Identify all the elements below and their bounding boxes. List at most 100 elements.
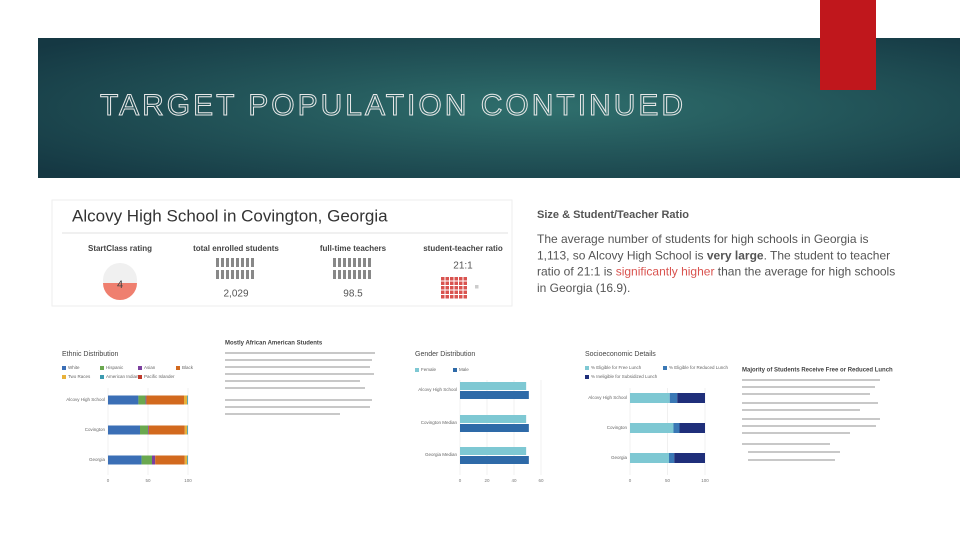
ratio-segment: very large [707, 248, 764, 262]
person-icon [216, 270, 219, 279]
bar-segment [184, 455, 188, 465]
ratio-line: 1,113, so Alcovy High School is very lar… [537, 248, 890, 262]
person-icon [343, 258, 346, 267]
stats: StartClass rating 4 total enrolled student… [88, 244, 503, 300]
legend-swatch [415, 368, 419, 372]
ratio-text: The average number of students for high … [537, 232, 895, 295]
bar-segment [108, 455, 142, 465]
person-icon [241, 258, 244, 267]
bar-segment [630, 393, 670, 403]
chart-title: Ethnic Distribution [62, 351, 119, 358]
stat-value: 98.5 [343, 289, 363, 300]
person-icon [348, 270, 351, 279]
legend-label: Pacific Islander [144, 374, 175, 379]
legend-label: White [68, 365, 80, 370]
category-label: Covington [85, 427, 106, 432]
legend-swatch [138, 366, 142, 370]
category-label: Alcovy High School [66, 397, 105, 402]
ratio-segment: in Georgia (16.9). [537, 281, 630, 295]
ratio-square [450, 281, 454, 285]
ratio-square [463, 286, 467, 290]
header-band [38, 38, 960, 178]
ratio-segment: significantly higher [616, 265, 715, 279]
x-tick-label: 0 [107, 478, 110, 483]
legend-label: Female [421, 367, 437, 372]
person-icon [338, 258, 341, 267]
bar [460, 382, 527, 390]
accent-block [820, 0, 876, 90]
stat-label: full-time teachers [320, 244, 387, 253]
legend-swatch [453, 368, 457, 372]
legend-label: % Eligible for Free Lunch [591, 365, 642, 370]
category-label: Georgia Median [425, 452, 458, 457]
stat-value: 21:1 [453, 261, 473, 272]
person-icon [338, 270, 341, 279]
bar-segment [148, 425, 149, 435]
person-icon [358, 258, 361, 267]
bar-segment [187, 395, 188, 405]
ratio-square [441, 295, 445, 299]
person-icon [353, 270, 356, 279]
category-label: Covington Median [421, 420, 458, 425]
ratio-square [441, 277, 445, 281]
ratio-line: in Georgia (16.9). [537, 281, 630, 295]
legend-label: Asian [144, 365, 156, 370]
chart: Ethnic Distribution White Hispanic Asian Bla… [62, 351, 194, 483]
ratio-square [459, 290, 463, 294]
ratio-square [450, 295, 454, 299]
stat-value: 4 [117, 279, 123, 291]
ratio-heading: Size & Student/Teacher Ratio [537, 209, 689, 221]
ratio-square [454, 290, 458, 294]
apple-fill [103, 283, 137, 300]
legend-label: American Indian [106, 374, 139, 379]
stat-label: StartClass rating [88, 244, 152, 253]
bar-segment [187, 425, 188, 435]
chart-title: Socioeconomic Details [585, 351, 656, 358]
ratio-square [445, 277, 449, 281]
legend-swatch [176, 366, 180, 370]
ratio-square [454, 281, 458, 285]
category-label: Georgia [611, 455, 628, 460]
ratio-segment: ratio of 21:1 is [537, 265, 616, 279]
bar-segment [184, 395, 188, 405]
ratio-square [459, 286, 463, 290]
bar-segment [677, 393, 705, 403]
legend-label: Two Races [68, 374, 91, 379]
bar-segment [669, 393, 678, 403]
person-icon [221, 258, 224, 267]
ratio-segment: . The student to teacher [764, 248, 891, 262]
ratio-square [441, 286, 445, 290]
legend-label: % Ineligible for Subsidized Lunch [591, 374, 658, 379]
person-icon [363, 258, 366, 267]
ratio-square [463, 295, 467, 299]
legend-swatch [585, 375, 589, 379]
bar-segment [145, 395, 147, 405]
ratio-segment: than the average for high schools [714, 265, 895, 279]
bar-segment [679, 423, 705, 433]
bar-segment [187, 455, 188, 465]
legend-label: Black [182, 365, 194, 370]
category-label: Georgia [89, 457, 106, 462]
x-tick-label: 100 [184, 478, 192, 483]
profile-title: Alcovy High School in Covington, Georgia [72, 206, 388, 225]
ratio-square [454, 295, 458, 299]
ratio-segment: 1,113, so Alcovy High School is [537, 248, 707, 262]
legend-swatch [138, 375, 142, 379]
ethnic-note-text [225, 352, 375, 415]
ratio-square [445, 290, 449, 294]
bar-segment [141, 455, 152, 465]
person-icon [343, 270, 346, 279]
legend-swatch [585, 366, 589, 370]
person-icon [368, 270, 371, 279]
person-icon [368, 258, 371, 267]
legend-label: Hispanic [106, 365, 124, 370]
ethnic-note-heading: Mostly African American Students [225, 341, 323, 347]
bar-segment [108, 395, 139, 405]
ratio-square [475, 285, 479, 289]
person-icon [231, 258, 234, 267]
bar-segment [138, 395, 146, 405]
chart: Socioeconomic Details % Eligible for Free… [585, 351, 729, 483]
